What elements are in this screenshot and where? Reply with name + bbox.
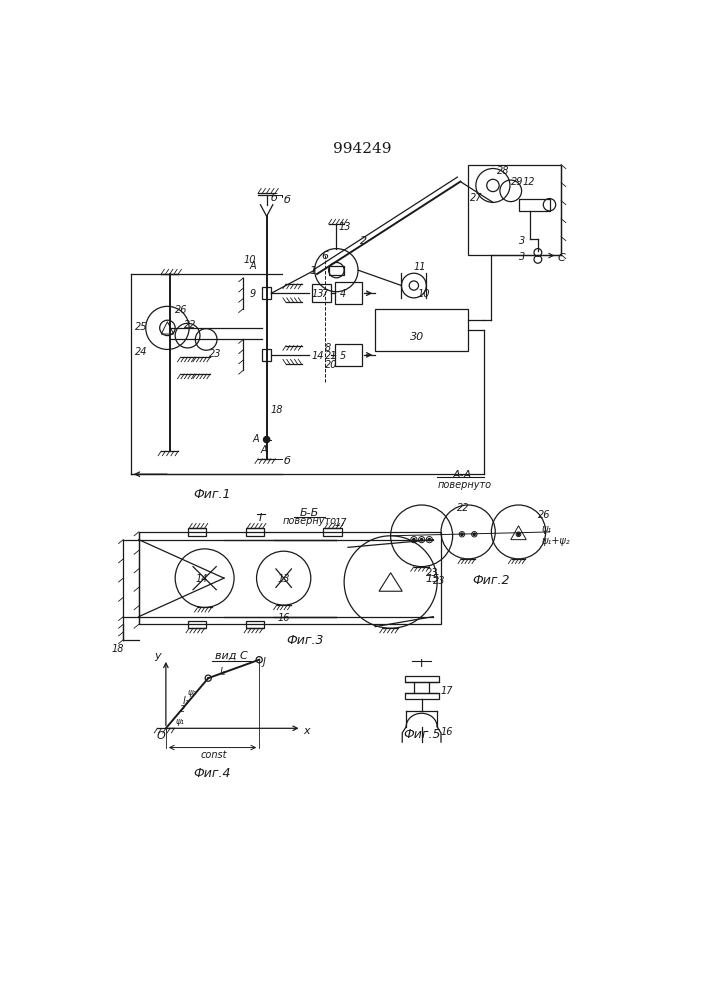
Text: 17: 17 — [441, 686, 453, 696]
Text: 22: 22 — [457, 503, 469, 513]
Text: 994249: 994249 — [333, 142, 391, 156]
Text: 9: 9 — [250, 289, 256, 299]
Bar — [246, 620, 264, 628]
Text: 12: 12 — [522, 177, 535, 187]
Text: 5: 5 — [340, 351, 346, 361]
Text: A: A — [252, 434, 259, 444]
Text: 16: 16 — [441, 727, 453, 737]
Text: 13: 13 — [277, 574, 290, 584]
Text: 3: 3 — [518, 235, 525, 245]
Text: const: const — [201, 750, 228, 760]
Text: 15: 15 — [426, 574, 440, 584]
Text: 10: 10 — [243, 255, 256, 265]
Text: 18: 18 — [271, 405, 283, 415]
Text: 1: 1 — [309, 266, 316, 276]
Text: 21: 21 — [325, 351, 337, 361]
Text: 13: 13 — [339, 222, 351, 232]
Text: 26: 26 — [175, 305, 187, 315]
Text: C: C — [557, 253, 565, 263]
Bar — [139, 532, 441, 624]
Text: ψ₂: ψ₂ — [187, 688, 197, 697]
Circle shape — [518, 533, 520, 535]
Text: 29: 29 — [510, 177, 523, 187]
Text: б: б — [271, 193, 277, 203]
Text: 18: 18 — [112, 644, 124, 654]
Bar — [187, 528, 206, 536]
Text: Фиг.3: Фиг.3 — [286, 634, 324, 647]
Text: вид С: вид С — [216, 651, 248, 661]
Text: I: I — [259, 513, 262, 523]
Bar — [404, 693, 438, 699]
Text: б: б — [284, 195, 291, 205]
Text: б: б — [284, 456, 291, 466]
Text: 2: 2 — [180, 705, 185, 714]
Circle shape — [461, 533, 463, 535]
Bar — [262, 349, 271, 361]
Text: l₁: l₁ — [183, 696, 189, 706]
Text: Фиг.2: Фиг.2 — [472, 574, 510, 587]
Circle shape — [421, 538, 423, 541]
Text: x: x — [303, 726, 310, 736]
Text: 20: 20 — [325, 360, 337, 370]
Bar — [335, 282, 362, 304]
Text: 27: 27 — [469, 193, 482, 203]
Bar — [312, 284, 331, 302]
Text: l₂: l₂ — [220, 667, 226, 677]
Text: y: y — [154, 651, 161, 661]
Text: 28: 28 — [497, 166, 509, 176]
Text: 13: 13 — [312, 289, 324, 299]
Text: 14: 14 — [195, 574, 208, 584]
Text: 22: 22 — [184, 320, 197, 330]
Text: повернуто: повернуто — [282, 516, 337, 526]
Text: 2: 2 — [360, 235, 367, 245]
Bar — [335, 344, 362, 366]
Text: 23: 23 — [433, 576, 445, 586]
Text: 17: 17 — [335, 518, 347, 528]
Text: A: A — [260, 445, 267, 455]
Text: повернуто: повернуто — [437, 480, 491, 490]
Bar — [518, 199, 549, 211]
Text: 14: 14 — [312, 351, 324, 361]
Bar — [329, 266, 344, 275]
Text: Фиг.1: Фиг.1 — [194, 488, 231, 501]
Text: 26: 26 — [538, 510, 550, 520]
Bar — [187, 620, 206, 628]
Text: 30: 30 — [410, 332, 424, 342]
Text: O: O — [156, 731, 165, 741]
Text: 23: 23 — [209, 349, 221, 359]
Text: 16: 16 — [277, 613, 290, 623]
Text: 11: 11 — [414, 262, 426, 272]
Text: Фиг.4: Фиг.4 — [194, 767, 231, 780]
Text: A: A — [250, 261, 256, 271]
Text: I: I — [420, 659, 423, 669]
Text: 23: 23 — [426, 568, 438, 578]
Text: ψ₁: ψ₁ — [175, 717, 184, 726]
Bar — [404, 676, 438, 682]
Text: 24: 24 — [135, 347, 147, 357]
Text: 8: 8 — [325, 343, 331, 353]
Text: J: J — [263, 657, 266, 667]
Text: 10: 10 — [418, 289, 431, 299]
Text: ψ₁+ψ₂: ψ₁+ψ₂ — [542, 536, 571, 546]
Text: 4: 4 — [340, 289, 346, 299]
Circle shape — [473, 533, 476, 535]
Circle shape — [413, 538, 415, 541]
Text: А-А: А-А — [452, 470, 472, 480]
Text: 3: 3 — [518, 252, 525, 262]
Bar — [246, 528, 264, 536]
Bar — [468, 165, 561, 255]
Circle shape — [428, 538, 431, 541]
Bar — [414, 682, 429, 693]
Circle shape — [264, 436, 270, 443]
Text: Фиг.5: Фиг.5 — [403, 728, 440, 741]
Text: ψ₁: ψ₁ — [542, 524, 552, 534]
Text: 7: 7 — [321, 289, 327, 299]
Bar — [323, 528, 341, 536]
Bar — [262, 287, 271, 299]
Text: 25: 25 — [135, 322, 147, 332]
Text: Б-Б: Б-Б — [300, 508, 319, 518]
Bar — [375, 309, 468, 351]
Text: 6: 6 — [321, 251, 328, 261]
